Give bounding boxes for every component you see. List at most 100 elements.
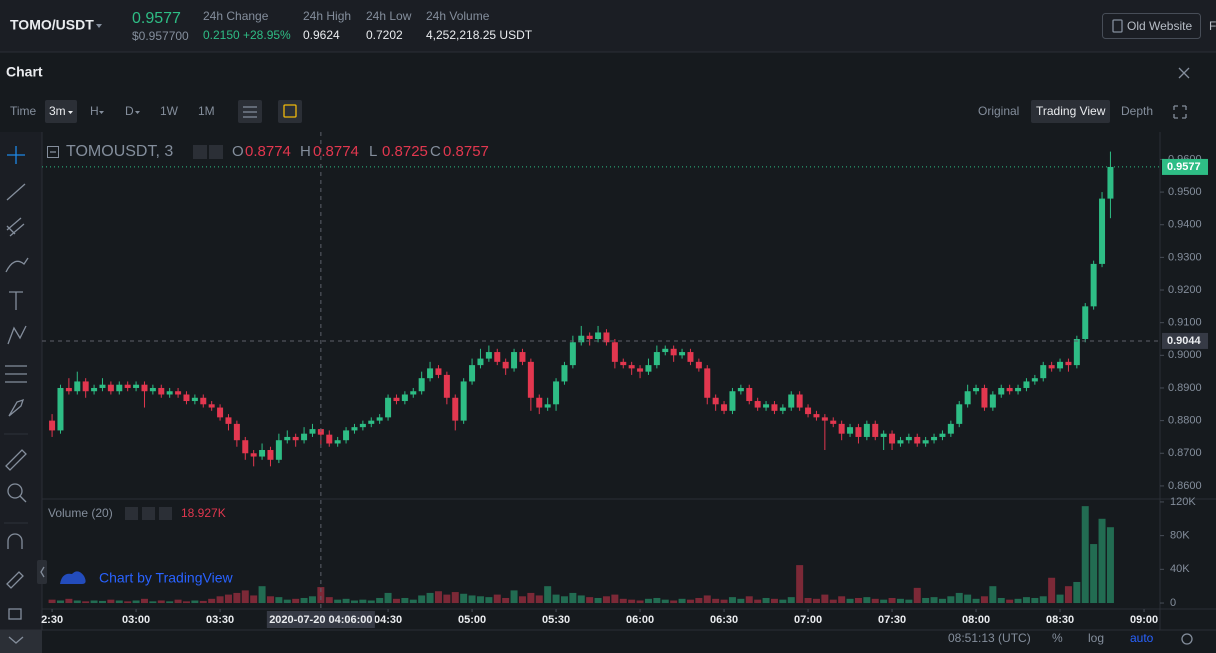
fullscreen-icon[interactable] xyxy=(1173,105,1187,119)
lock-draw-tool[interactable] xyxy=(6,571,24,589)
pair[interactable]: TOMO/USDT xyxy=(10,17,94,33)
candle-body xyxy=(914,436,921,444)
old-website-button[interactable] xyxy=(1102,13,1201,39)
log-toggle[interactable]: log xyxy=(1088,631,1104,645)
hide-toolbar-button[interactable] xyxy=(37,560,47,584)
candle-body xyxy=(1107,166,1114,199)
volume-bar xyxy=(199,600,207,604)
volume-bar xyxy=(182,601,190,604)
candle-body xyxy=(183,394,190,402)
view-option[interactable]: Depth xyxy=(1121,104,1153,118)
fib-tool[interactable] xyxy=(6,217,25,237)
candle-body xyxy=(368,420,375,424)
ohlc-label: C xyxy=(430,143,441,160)
volume-bar xyxy=(1098,518,1106,604)
volume-bar xyxy=(745,596,753,604)
ruler-tool[interactable] xyxy=(5,449,27,471)
candle-body xyxy=(662,348,669,353)
candle-body xyxy=(65,387,72,392)
ohlc-value: 0.8757 xyxy=(443,143,489,160)
candle-body xyxy=(1057,361,1064,369)
candle-body xyxy=(947,423,954,434)
volume-bar xyxy=(191,600,199,604)
volume-bar xyxy=(241,590,249,604)
chevron xyxy=(40,566,45,578)
text-tool[interactable] xyxy=(9,291,23,310)
dropdown-arrow xyxy=(68,111,73,114)
brush-tool[interactable] xyxy=(5,257,29,273)
interval[interactable]: H xyxy=(90,104,99,118)
candle-body xyxy=(981,387,988,408)
percent-toggle[interactable]: % xyxy=(1052,631,1063,645)
volume-bar xyxy=(997,597,1005,604)
view-option[interactable]: Trading View xyxy=(1036,104,1106,118)
indicator-button[interactable] xyxy=(278,100,302,123)
pattern-tool[interactable] xyxy=(7,325,27,345)
candle-body xyxy=(729,391,736,411)
legend-icon[interactable] xyxy=(159,507,172,520)
crosshair-tool[interactable] xyxy=(7,146,25,164)
volume-bar xyxy=(518,596,526,604)
candle-body xyxy=(771,404,778,411)
view-active[interactable] xyxy=(1031,100,1110,123)
volume-bar xyxy=(670,600,678,604)
candle-body xyxy=(267,450,274,460)
volume-bar xyxy=(930,597,938,604)
volume-bar xyxy=(1081,506,1089,604)
candle-body xyxy=(452,397,459,421)
volume-bar xyxy=(1048,577,1056,604)
line-tool[interactable] xyxy=(6,183,26,201)
volume-bar xyxy=(754,599,762,604)
interval[interactable]: 1W xyxy=(160,104,179,118)
candle-body xyxy=(964,391,971,405)
interval[interactable]: 1M xyxy=(198,104,215,118)
icon-tool[interactable] xyxy=(8,398,25,417)
candle-body xyxy=(74,381,81,392)
candle-body xyxy=(1040,365,1047,379)
volume-title: Volume (20) xyxy=(48,506,113,520)
x-tick-label: 06:00 xyxy=(626,614,654,626)
ohlc-label: O xyxy=(232,143,244,160)
legend-icon[interactable] xyxy=(125,507,138,520)
candle-body xyxy=(401,394,408,402)
volume-bar xyxy=(90,600,98,604)
zoom-tool[interactable] xyxy=(7,483,23,499)
candle-body xyxy=(569,342,576,366)
candle-body xyxy=(225,417,232,424)
volume-bar xyxy=(409,599,417,604)
watermark[interactable]: Chart by TradingView xyxy=(99,570,233,586)
interval[interactable]: 3m xyxy=(49,104,66,118)
candle-body xyxy=(250,453,257,457)
interval-active[interactable] xyxy=(45,100,77,123)
volume-bar xyxy=(443,594,451,604)
volume-bar xyxy=(82,601,90,604)
volume-bar xyxy=(401,597,409,604)
candle-body xyxy=(410,391,417,395)
left-toolbar xyxy=(0,132,42,630)
candle-body xyxy=(989,394,996,408)
legend-icon[interactable] xyxy=(142,507,155,520)
legend-icon[interactable] xyxy=(209,145,223,159)
volume-bar xyxy=(535,595,543,604)
collapse-button[interactable] xyxy=(0,630,42,653)
candle-body xyxy=(679,352,686,356)
candle-body xyxy=(544,404,551,408)
volume-bar xyxy=(989,586,997,604)
ohlc-value: 0.8725 xyxy=(382,143,428,160)
auto-toggle[interactable]: auto xyxy=(1130,631,1154,645)
legend-icon[interactable] xyxy=(193,145,207,159)
collapse-legend[interactable] xyxy=(47,146,59,158)
old-website-label[interactable]: Old Website xyxy=(1127,19,1192,33)
view-option[interactable]: Original xyxy=(978,104,1019,118)
interval[interactable]: D xyxy=(125,104,134,118)
close-icon[interactable] xyxy=(1178,67,1190,79)
candle-body xyxy=(788,394,795,408)
magnet-tool[interactable] xyxy=(7,533,23,549)
candle-body xyxy=(124,384,131,388)
settings-icon[interactable] xyxy=(1181,633,1193,645)
x-tick-label: 2:30 xyxy=(41,614,63,626)
y-tick-label: 0.9500 xyxy=(1168,186,1202,198)
prediction-tool[interactable] xyxy=(5,365,27,383)
last-price: 0.9577 xyxy=(132,10,181,27)
lock-tool[interactable] xyxy=(8,608,22,620)
